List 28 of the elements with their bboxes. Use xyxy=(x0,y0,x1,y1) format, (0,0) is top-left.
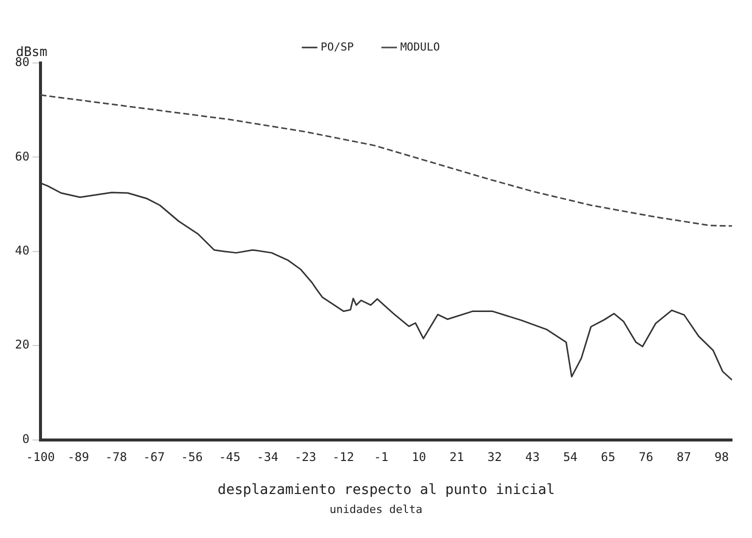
x-tick-label: -78 xyxy=(105,450,127,464)
x-tick-label: 54 xyxy=(563,450,578,464)
x-tick-label: -12 xyxy=(332,450,354,464)
y-tick-label: 60 xyxy=(14,149,30,164)
x-tick-label: -89 xyxy=(67,450,90,464)
legend-label: PO/SP xyxy=(320,40,354,54)
x-tick-label: -1 xyxy=(374,450,388,464)
x-tick-label: 65 xyxy=(600,450,616,464)
x-tick-label: 32 xyxy=(487,450,502,464)
x-axis-title: desplazamiento respecto al punto inicial xyxy=(218,482,555,498)
x-tick-label: -34 xyxy=(256,450,278,464)
x-tick-label: -100 xyxy=(26,450,55,464)
y-tick-label: 40 xyxy=(14,244,30,258)
x-tick-label: 98 xyxy=(714,450,729,464)
x-tick-label: 21 xyxy=(450,450,464,464)
x-tick-label: -45 xyxy=(218,450,241,464)
y-tick-label: 20 xyxy=(14,338,30,352)
x-tick-label: 10 xyxy=(412,450,426,464)
x-tick-label: 76 xyxy=(638,450,654,464)
x-tick-label: -56 xyxy=(180,450,203,464)
text: unidades delta xyxy=(328,503,424,516)
line-series xyxy=(40,94,732,227)
x-tick-label: -23 xyxy=(294,450,316,464)
y-tick-label: 0 xyxy=(22,432,30,446)
x-tick-label: -67 xyxy=(143,450,165,464)
x-tick-label: 87 xyxy=(676,450,692,464)
legend-label: MODULO xyxy=(400,40,440,54)
x-tick-label: 43 xyxy=(525,450,540,464)
